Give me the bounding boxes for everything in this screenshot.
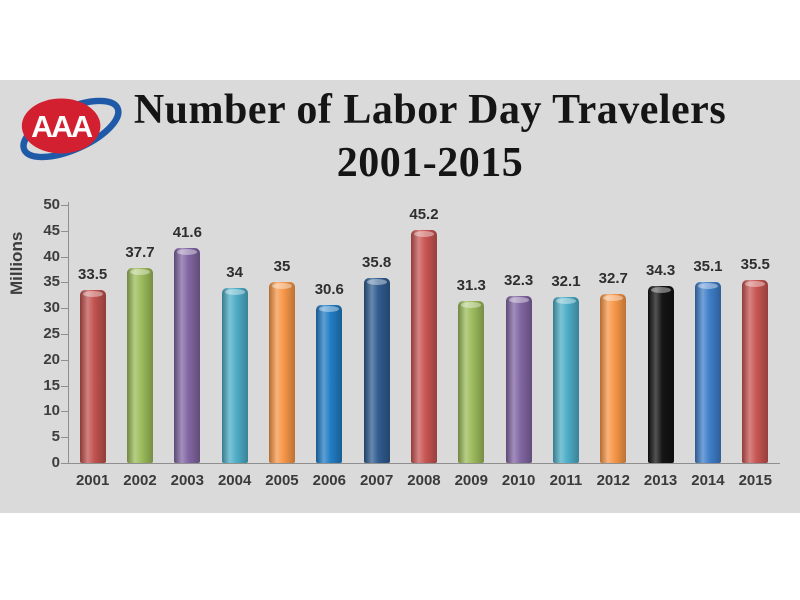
bar-value-label: 30.6 — [314, 281, 344, 298]
x-axis-line — [68, 463, 780, 464]
bar-value-label: 35 — [273, 258, 291, 275]
bar-value-label: 35.1 — [693, 258, 723, 275]
y-tick-mark — [61, 230, 69, 232]
x-axis: 2001 2002 2003 2004 2005 2006 2007 2008 2009 2010… — [69, 472, 779, 496]
y-axis-line — [68, 202, 69, 463]
bar-2011 — [552, 297, 579, 463]
bar-slot: 35 — [258, 205, 305, 463]
y-tick-mark — [61, 334, 69, 335]
y-tick-label: 40 — [43, 247, 60, 265]
bar-slot: 35.1 — [684, 205, 731, 463]
bar-value-label: 33.5 — [78, 266, 108, 283]
y-tick-label: 35 — [43, 273, 60, 291]
x-tick-label: 2011 — [549, 472, 583, 489]
chart-title-line2: 2001-2015 — [336, 140, 524, 187]
aaa-logo: AAA — [20, 97, 122, 161]
x-tick-label: 2009 — [454, 472, 488, 489]
bar-slot: 31.3 — [448, 205, 495, 463]
bar-2006 — [316, 305, 343, 463]
x-tick-label: 2002 — [123, 472, 157, 489]
logo-text: AAA — [31, 110, 93, 144]
y-tick-mark — [61, 308, 69, 310]
y-tick-label: 15 — [43, 376, 60, 394]
y-tick-mark — [61, 256, 69, 258]
bar-value-label: 32.3 — [504, 272, 534, 289]
bar-2009 — [458, 301, 485, 463]
y-tick-label: 0 — [51, 454, 60, 471]
plot-area: 33.5 37.7 41.6 34 35 30.6 35.8 45.2 31.3 32.3 32.1… — [69, 205, 779, 463]
x-tick-label: 2008 — [407, 472, 441, 489]
bar-2004 — [221, 288, 248, 463]
y-tick-mark — [61, 282, 69, 284]
bar-value-label: 35.5 — [740, 256, 770, 273]
x-tick-label: 2006 — [312, 472, 346, 489]
bar-value-label: 32.1 — [551, 273, 581, 290]
bar-slot: 32.1 — [542, 205, 589, 463]
chart-title-line1: Number of Labor Day Travelers — [133, 87, 727, 133]
y-tick-label: 10 — [43, 402, 60, 420]
x-tick-label: 2015 — [738, 472, 772, 489]
bar-slot: 34.3 — [637, 205, 684, 463]
bar-value-label: 41.6 — [172, 224, 202, 241]
bar-slot: 34 — [211, 205, 258, 463]
bar-value-label: 31.3 — [456, 277, 486, 294]
y-tick-label: 20 — [43, 350, 60, 368]
bar-2014 — [694, 282, 721, 463]
x-tick-label: 2003 — [170, 472, 204, 489]
bar-value-label: 34.3 — [645, 262, 676, 279]
bar-2013 — [647, 286, 674, 463]
x-tick-label: 2010 — [501, 472, 536, 489]
y-tick-mark — [61, 437, 69, 439]
y-tick-mark — [61, 463, 69, 464]
y-tick-label: 25 — [43, 325, 60, 342]
bar-2012 — [600, 294, 627, 463]
bar-slot: 45.2 — [400, 205, 447, 463]
bar-slot: 32.3 — [495, 205, 542, 463]
bar-slot: 30.6 — [306, 205, 353, 463]
bar-slot: 35.8 — [353, 205, 400, 463]
y-tick-label: 50 — [43, 196, 60, 213]
bar-slot: 37.7 — [116, 205, 163, 463]
bar-slot: 32.7 — [590, 205, 637, 463]
bar-2007 — [363, 278, 390, 463]
y-tick-label: 30 — [43, 299, 60, 317]
bar-2003 — [174, 248, 201, 463]
x-tick-label: 2004 — [217, 472, 252, 489]
bar-2005 — [268, 282, 295, 463]
x-tick-label: 2005 — [265, 472, 299, 489]
y-tick-mark — [61, 205, 69, 206]
chart-title: Number of Labor Day Travelers 2001-2015 — [70, 84, 790, 191]
x-tick-label: 2007 — [359, 472, 394, 489]
y-tick-mark — [61, 385, 69, 387]
bar-2015 — [742, 280, 769, 463]
x-tick-label: 2001 — [75, 472, 110, 489]
bar-slot: 33.5 — [69, 205, 116, 463]
bar-2002 — [126, 268, 153, 463]
bar-2008 — [410, 230, 437, 463]
y-tick-mark — [61, 359, 69, 361]
bar-value-label: 32.7 — [598, 270, 628, 287]
bar-2010 — [505, 296, 532, 463]
bar-2001 — [79, 290, 106, 463]
bar-value-label: 35.8 — [362, 254, 392, 271]
y-tick-label: 5 — [51, 428, 60, 446]
x-tick-label: 2012 — [596, 472, 630, 489]
bar-value-label: 37.7 — [125, 244, 155, 261]
y-tick-mark — [61, 411, 69, 413]
bar-slot: 35.5 — [732, 205, 779, 463]
bar-slot: 41.6 — [164, 205, 211, 463]
bar-value-label: 34 — [226, 264, 243, 281]
y-tick-label: 45 — [43, 221, 60, 239]
logo-oval-icon — [21, 98, 101, 154]
bar-value-label: 45.2 — [409, 206, 439, 223]
x-tick-label: 2014 — [691, 472, 725, 489]
x-tick-label: 2013 — [643, 472, 678, 489]
